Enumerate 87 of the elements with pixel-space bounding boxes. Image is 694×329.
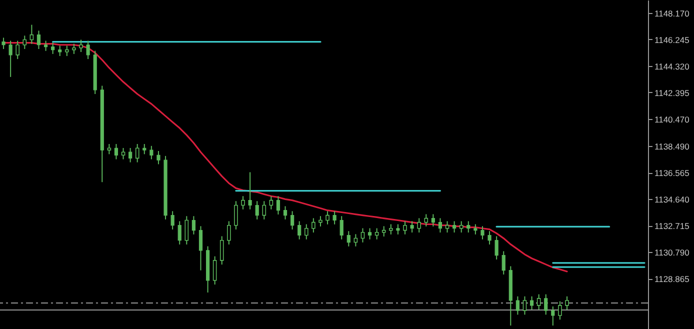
candlestick [403,220,407,235]
candlestick [36,30,41,50]
candlestick [290,210,294,230]
candlestick [170,210,174,230]
candlestick [565,296,569,310]
candlestick [22,35,27,50]
candlestick [234,200,238,230]
y-tick-label: 1148.170 [654,8,690,18]
candlestick [536,294,541,310]
candlestick [354,234,358,247]
y-tick-label: 1138.490 [654,142,690,152]
candlestick [360,228,365,243]
y-tick-label: 1146.245 [654,34,690,45]
candlestick [107,143,112,155]
candlestick [494,236,498,260]
candlestick [65,45,69,57]
candlestick [304,224,308,240]
candlestick [72,43,76,54]
candlestick [368,228,372,240]
candlestick [298,220,302,240]
candlestick [220,236,224,266]
candlestick [558,300,562,320]
candlestick [502,250,506,275]
candlestick [374,228,379,240]
candlestick [192,216,196,235]
candlestick [452,220,456,234]
candlestick [156,150,160,165]
candlestick [346,230,350,247]
candlestick [269,196,274,210]
candlestick [417,218,421,234]
y-tick-label: 1132.715 [654,221,690,232]
candlestick [121,147,126,160]
candlestick [340,216,344,240]
candlestick [326,210,330,225]
candlestick [198,226,203,271]
candlestick [30,24,34,44]
candlestick [276,196,280,215]
candlestick [438,218,442,234]
candlestick [128,147,132,163]
candlestick [396,224,400,235]
candlestick [480,226,484,240]
candlestick [241,196,245,210]
candlestick [544,294,548,316]
y-tick-label: 1130.790 [654,248,690,258]
candlestick [410,220,414,234]
candlestick [2,37,6,50]
candlestick [424,214,428,227]
candlestick [227,220,231,245]
candlestick [488,230,492,245]
candlestick [8,40,12,78]
candlestick [16,40,20,60]
candlestick [431,214,435,227]
candlestick [516,296,520,316]
candlestick [79,39,83,53]
y-tick-label: 1144.320 [654,61,690,72]
candlestick [114,143,118,160]
candlestick [459,220,464,234]
candlestick [150,145,154,160]
candlestick [318,216,322,227]
candlestick [142,143,146,155]
candlestick [332,210,336,225]
y-tick-label: 1136.565 [654,168,690,178]
candlestick [135,143,140,163]
candlestick [382,226,386,237]
candlestick [51,42,55,54]
candlestick [283,206,288,220]
candlestick [184,216,189,245]
candlestick [389,224,393,235]
candlestick [212,256,217,286]
candlestick [262,200,266,220]
candlestick [474,224,478,235]
y-tick-label: 1134.640 [654,194,690,205]
candlestick [178,220,182,245]
y-tick-label: 1142.395 [654,88,690,98]
candlestick [248,172,252,210]
candlestick [445,220,450,234]
candlestick [466,220,470,234]
candlestick [255,200,259,220]
candlestick [551,306,555,326]
candlestick [58,45,62,57]
y-tick-label: 1128.865 [654,274,690,284]
candlestick [44,40,48,52]
y-tick-label: 1140.470 [654,114,690,124]
candlestick [522,296,527,316]
candlestick [530,296,534,310]
candlestick [86,40,90,60]
candlestick [312,218,316,234]
